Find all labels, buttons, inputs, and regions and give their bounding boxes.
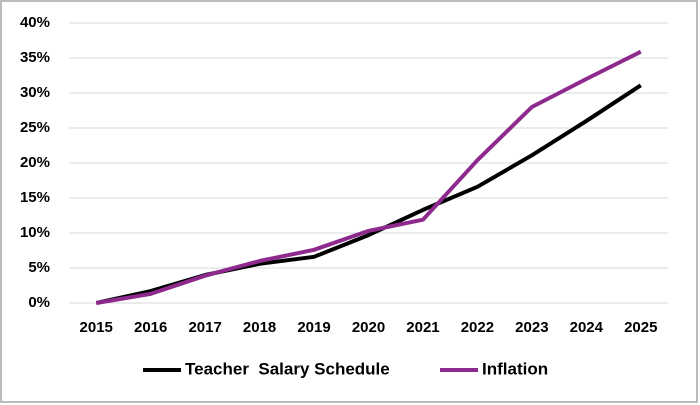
- x-tick-label: 2016: [134, 319, 167, 336]
- x-tick-label: 2019: [297, 319, 330, 336]
- legend-label: Teacher Salary Schedule: [185, 359, 390, 378]
- y-tick-label: 30%: [20, 84, 50, 101]
- x-tick-label: 2023: [515, 319, 548, 336]
- x-tick-label: 2015: [80, 319, 113, 336]
- series-line: [95, 49, 642, 305]
- y-tick-label: 25%: [20, 119, 50, 136]
- y-tick-label: 0%: [28, 294, 50, 311]
- y-tick-label: 5%: [28, 259, 50, 276]
- x-tick-label: 2018: [243, 319, 276, 336]
- y-tick-label: 10%: [20, 224, 50, 241]
- y-tick-label: 40%: [20, 14, 50, 31]
- x-tick-label: 2024: [570, 319, 604, 336]
- x-tick-label: 2017: [188, 319, 221, 336]
- y-tick-label: 15%: [20, 189, 50, 206]
- y-tick-label: 35%: [20, 49, 50, 66]
- x-tick-label: 2022: [461, 319, 494, 336]
- y-tick-label: 20%: [20, 154, 50, 171]
- legend-label: Inflation: [482, 359, 548, 378]
- x-tick-label: 2020: [352, 319, 385, 336]
- x-tick-label: 2021: [406, 319, 439, 336]
- x-tick-label: 2025: [624, 319, 657, 336]
